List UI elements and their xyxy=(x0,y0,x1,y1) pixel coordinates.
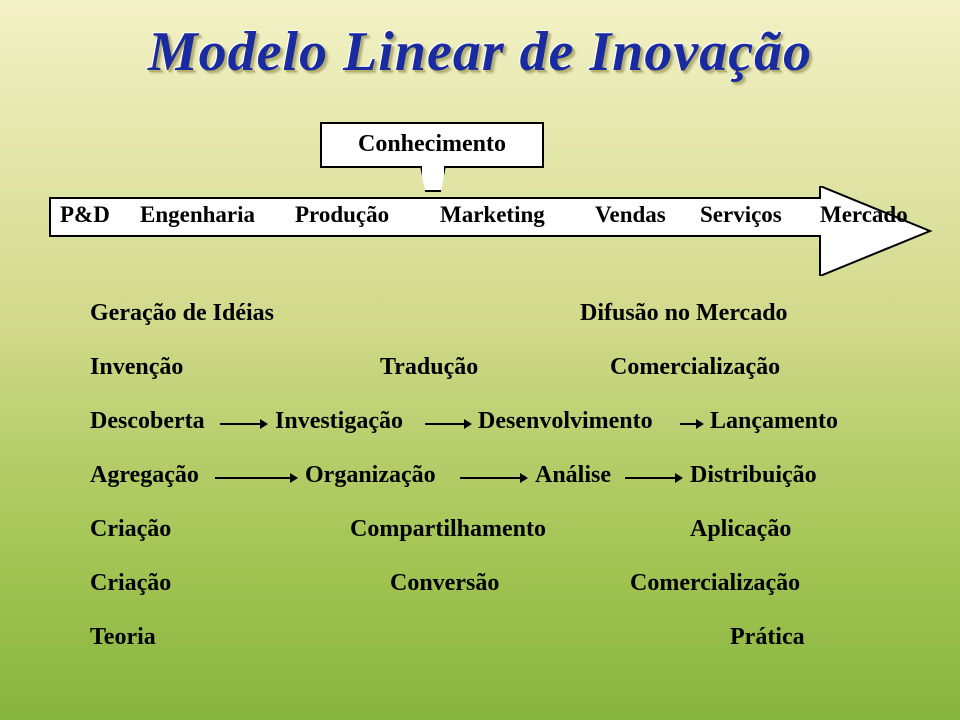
row-arrows xyxy=(90,466,890,496)
arrow-label: Engenharia xyxy=(140,202,255,228)
row-label: Criação xyxy=(90,516,171,543)
arrow-label: Marketing xyxy=(440,202,545,228)
top-box: Conhecimento xyxy=(320,122,544,168)
row-label: Teoria xyxy=(90,624,156,651)
row: Teoria Prática xyxy=(90,624,890,678)
row-label: Difusão no Mercado xyxy=(580,300,788,327)
row-label: Comercialização xyxy=(610,354,780,381)
row-arrows xyxy=(90,412,890,442)
row-label: Prática xyxy=(730,624,805,651)
arrow-label: Vendas xyxy=(595,202,666,228)
arrow-label: Serviços xyxy=(700,202,782,228)
page-title: Modelo Linear de Inovação xyxy=(0,20,960,84)
row: Criação Conversão Comercialização xyxy=(90,570,890,624)
rows-container: Geração de Idéias Difusão no Mercado Inven… xyxy=(90,300,890,678)
row: Criação Compartilhamento Aplicação xyxy=(90,516,890,570)
row-label: Criação xyxy=(90,570,171,597)
row-label: Geração de Idéias xyxy=(90,300,274,327)
arrow-label: P&D xyxy=(60,202,110,228)
main-arrow-shape xyxy=(40,186,940,276)
row-label: Comercialização xyxy=(630,570,800,597)
row: Geração de Idéias Difusão no Mercado xyxy=(90,300,890,354)
row: Invenção Tradução Comercialização xyxy=(90,354,890,408)
row-label: Invenção xyxy=(90,354,183,381)
arrow-label: Mercado xyxy=(820,202,908,228)
row-label: Compartilhamento xyxy=(350,516,546,543)
row-label: Aplicação xyxy=(690,516,791,543)
row: DescobertaInvestigaçãoDesenvolvimentoLan… xyxy=(90,408,890,462)
row-label: Conversão xyxy=(390,570,499,597)
row-label: Tradução xyxy=(380,354,478,381)
row: AgregaçãoOrganizaçãoAnáliseDistribuição xyxy=(90,462,890,516)
arrow-label: Produção xyxy=(295,202,389,228)
